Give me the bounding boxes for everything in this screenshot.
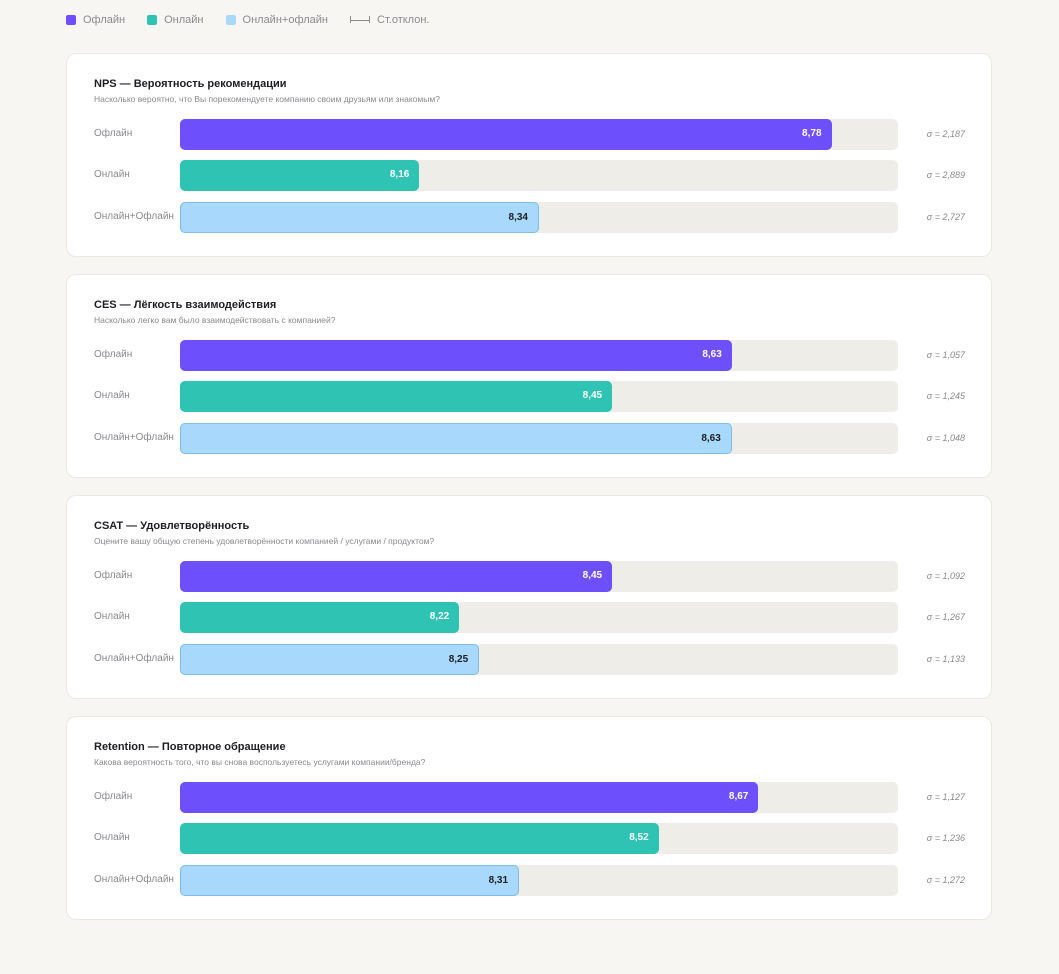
legend-swatch-both bbox=[225, 15, 236, 25]
category-label: Онлайн+Офлайн bbox=[94, 653, 174, 664]
category-label: Офлайн bbox=[94, 570, 133, 581]
bar-offline: 8,78 bbox=[180, 119, 832, 150]
bar-online: 8,22 bbox=[180, 602, 460, 633]
bar-row-offline: Офлайн 8,78 σ = 2,187 bbox=[67, 119, 991, 151]
bar-value-label: 8,45 bbox=[582, 570, 603, 581]
bar-online: 8,45 bbox=[180, 381, 613, 412]
std-dev-label: σ = 1,133 bbox=[926, 654, 965, 664]
std-dev-label: σ = 2,889 bbox=[926, 170, 965, 180]
bar-track: 8,63 bbox=[180, 423, 898, 454]
bar-value-label: 8,22 bbox=[429, 611, 450, 622]
bar-value-label: 8,52 bbox=[629, 832, 649, 843]
legend-label-sd: Ст.отклон. bbox=[377, 14, 430, 26]
legend-label-offline: Офлайн bbox=[83, 14, 126, 26]
legend-item-offline: Офлайн bbox=[66, 13, 125, 27]
legend-swatch-offline bbox=[66, 15, 76, 25]
bar-track: 8,31 bbox=[180, 865, 898, 896]
chart-title: CSAT — Удовлетворённость bbox=[94, 520, 250, 532]
bar-value-label: 8,16 bbox=[389, 169, 410, 180]
chart-title: Retention — Повторное обращение bbox=[94, 741, 286, 753]
error-bar-icon bbox=[350, 16, 371, 24]
bar-row-offline: Офлайн 8,67 σ = 1,127 bbox=[67, 782, 991, 814]
category-label: Онлайн bbox=[94, 169, 130, 180]
bar-track: 8,16 bbox=[180, 160, 898, 191]
bar-row-online: Онлайн 8,45 σ = 1,245 bbox=[67, 381, 991, 413]
bar-both: 8,25 bbox=[180, 644, 480, 675]
bar-track: 8,78 bbox=[180, 119, 898, 150]
bar-row-both: Онлайн+Офлайн 8,31 σ = 1,272 bbox=[67, 865, 991, 897]
category-label: Онлайн bbox=[94, 832, 130, 843]
std-dev-label: σ = 2,727 bbox=[926, 212, 965, 222]
category-label: Офлайн bbox=[94, 791, 133, 802]
bar-row-both: Онлайн+Офлайн 8,63 σ = 1,048 bbox=[67, 423, 991, 455]
legend: Офлайн Онлайн Онлайн+офлайн Ст.отклон. bbox=[66, 13, 451, 27]
chart-card: CES — Лёгкость взаимодействия Насколько л… bbox=[66, 274, 992, 478]
chart-subtitle: Насколько легко вам было взаимодействова… bbox=[94, 315, 336, 325]
std-dev-label: σ = 1,048 bbox=[926, 433, 965, 443]
bar-value-label: 8,67 bbox=[728, 791, 749, 802]
bar-online: 8,16 bbox=[180, 160, 420, 191]
bar-row-both: Онлайн+Офлайн 8,34 σ = 2,727 bbox=[67, 202, 991, 234]
chart-subtitle: Насколько вероятно, что Вы порекомендует… bbox=[94, 94, 440, 104]
bar-row-both: Онлайн+Офлайн 8,25 σ = 1,133 bbox=[67, 644, 991, 676]
bar-both: 8,34 bbox=[180, 202, 539, 233]
std-dev-label: σ = 1,272 bbox=[926, 875, 965, 885]
category-label: Онлайн bbox=[94, 390, 130, 401]
bar-value-label: 8,25 bbox=[448, 654, 469, 665]
std-dev-label: σ = 1,127 bbox=[926, 792, 965, 802]
category-label: Онлайн+Офлайн bbox=[94, 211, 174, 222]
bar-row-offline: Офлайн 8,63 σ = 1,057 bbox=[67, 340, 991, 372]
bar-online: 8,52 bbox=[180, 823, 659, 854]
bar-value-label: 8,31 bbox=[488, 875, 509, 886]
bar-track: 8,34 bbox=[180, 202, 898, 233]
bar-row-online: Онлайн 8,16 σ = 2,889 bbox=[67, 160, 991, 192]
category-label: Онлайн+Офлайн bbox=[94, 874, 174, 885]
category-label: Офлайн bbox=[94, 349, 133, 360]
category-label: Офлайн bbox=[94, 128, 133, 139]
chart-title: NPS — Вероятность рекомендации bbox=[94, 78, 287, 90]
legend-item-both: Онлайн+офлайн bbox=[225, 13, 329, 27]
std-dev-label: σ = 1,092 bbox=[926, 571, 965, 581]
category-label: Онлайн bbox=[94, 611, 130, 622]
legend-label-both: Онлайн+офлайн bbox=[242, 14, 329, 26]
bar-both: 8,63 bbox=[180, 423, 732, 454]
bar-track: 8,45 bbox=[180, 561, 898, 592]
bar-track: 8,25 bbox=[180, 644, 898, 675]
bar-offline: 8,67 bbox=[180, 782, 759, 813]
chart-subtitle: Какова вероятность того, что вы снова во… bbox=[94, 757, 426, 767]
legend-item-sd: Ст.отклон. bbox=[350, 13, 429, 27]
bar-value-label: 8,34 bbox=[508, 212, 528, 223]
std-dev-label: σ = 1,236 bbox=[926, 833, 965, 843]
legend-item-online: Онлайн bbox=[147, 13, 204, 27]
std-dev-label: σ = 1,057 bbox=[926, 350, 965, 360]
bar-both: 8,31 bbox=[180, 865, 520, 896]
chart-card: CSAT — Удовлетворённость Оцените вашу общ… bbox=[66, 495, 992, 699]
bar-track: 8,22 bbox=[180, 602, 898, 633]
legend-label-online: Онлайн bbox=[164, 14, 204, 26]
category-label: Онлайн+Офлайн bbox=[94, 432, 174, 443]
std-dev-label: σ = 1,267 bbox=[926, 612, 965, 622]
chart-subtitle: Оцените вашу общую степень удовлетворённ… bbox=[94, 536, 435, 546]
chart-card: NPS — Вероятность рекомендации Насколько … bbox=[66, 53, 992, 257]
bar-offline: 8,63 bbox=[180, 340, 732, 371]
chart-card: Retention — Повторное обращение Какова ве… bbox=[66, 716, 992, 920]
bar-track: 8,52 bbox=[180, 823, 898, 854]
std-dev-label: σ = 2,187 bbox=[926, 129, 965, 139]
bar-value-label: 8,45 bbox=[582, 390, 603, 401]
bar-offline: 8,45 bbox=[180, 561, 613, 592]
std-dev-label: σ = 1,245 bbox=[926, 391, 965, 401]
bar-row-online: Онлайн 8,52 σ = 1,236 bbox=[67, 823, 991, 855]
bar-track: 8,67 bbox=[180, 782, 898, 813]
bar-value-label: 8,63 bbox=[701, 433, 721, 444]
bar-row-online: Онлайн 8,22 σ = 1,267 bbox=[67, 602, 991, 634]
bar-value-label: 8,63 bbox=[702, 349, 722, 360]
bar-track: 8,45 bbox=[180, 381, 898, 412]
chart-title: CES — Лёгкость взаимодействия bbox=[94, 299, 277, 311]
legend-swatch-online bbox=[147, 15, 158, 25]
bar-row-offline: Офлайн 8,45 σ = 1,092 bbox=[67, 561, 991, 593]
bar-value-label: 8,78 bbox=[802, 128, 822, 139]
bar-track: 8,63 bbox=[180, 340, 898, 371]
